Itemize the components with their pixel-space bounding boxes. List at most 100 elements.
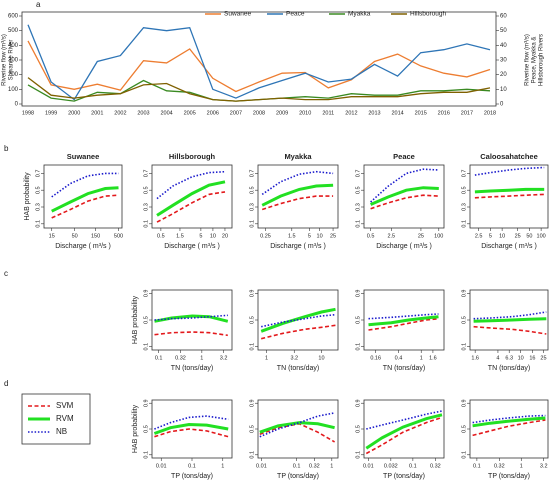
x-tick-label: 0.25 (260, 233, 271, 239)
x-tick-label: 2002 (114, 110, 126, 116)
y-tick-label: 0.1 (143, 343, 149, 351)
y-tick-label: 0.5 (461, 186, 467, 194)
x-axis-label: Discharge ( m³/s ) (55, 243, 111, 250)
y-tick-label: 0.3 (249, 203, 255, 211)
x-tick-label: 0.1 (409, 463, 417, 469)
x-tick-label: 0.032 (384, 463, 398, 469)
x-tick-label: 2014 (391, 110, 403, 116)
y-tick-label: 0.5 (461, 316, 467, 324)
y2-axis-label: Peace, Myakka & (532, 37, 538, 84)
plot-title: Suwanee (67, 152, 100, 161)
x-axis-label: TP (tons/day) (171, 473, 213, 480)
legend-label: NB (56, 427, 67, 436)
curve (261, 324, 336, 340)
x-tick-label: 0.16 (370, 355, 381, 361)
y-axis-label: Suwanee River (9, 40, 15, 81)
y-tick-label: 0.1 (355, 220, 361, 228)
x-tick-label: 3.2 (540, 463, 548, 469)
y-axis-label: HAB probability (132, 295, 139, 344)
x-tick-label: 2007 (230, 110, 242, 116)
x-tick-label: 1 (200, 355, 203, 361)
curve (472, 419, 546, 437)
y-tick-label: 0.5 (143, 425, 149, 433)
y-axis-label: HAB probability (132, 404, 139, 453)
y-tick-label: 0.7 (461, 170, 467, 178)
y-tick-label: 0.1 (461, 220, 467, 228)
x-tick-label: 2009 (276, 110, 288, 116)
curve (370, 186, 439, 206)
curve (368, 317, 439, 331)
curve (51, 186, 119, 213)
plot-title: Caloosahatchee (480, 152, 538, 161)
x-tick-label: 0.32 (494, 463, 505, 469)
x-axis-label: Discharge ( m³/s ) (164, 243, 220, 250)
plot-title: Hillsborough (169, 152, 216, 161)
x-tick-label: 0.1 (155, 355, 163, 361)
y-tick-label: 0.5 (35, 186, 41, 194)
x-tick-label: 2.5 (475, 233, 483, 239)
y2-axis-label: Riverine flow (m³/s) (525, 34, 531, 86)
x-tick-label: 1 (265, 355, 268, 361)
legend-label: Suwanee (224, 11, 251, 18)
curve (259, 412, 335, 438)
curve (473, 317, 547, 323)
x-axis-label: TP (tons/day) (488, 473, 530, 480)
y-tick-label: 0.3 (355, 203, 361, 211)
series-line (27, 77, 491, 102)
x-tick-label: 10 (518, 355, 524, 361)
y2-tick-label: 40 (500, 43, 507, 49)
curve (156, 180, 226, 217)
y2-tick-label: 20 (500, 72, 507, 78)
plot-frame (363, 164, 445, 229)
x-tick-label: 2017 (461, 110, 473, 116)
panel-label: b (4, 144, 9, 153)
y2-tick-label: 10 (500, 87, 507, 93)
x-tick-label: 3.2 (290, 355, 298, 361)
legend-label: Hillsborough (410, 11, 447, 18)
curve (260, 307, 336, 333)
x-tick-label: 50 (526, 233, 532, 239)
y-tick-label: 0.9 (461, 290, 467, 298)
plot-frame (469, 399, 549, 459)
x-tick-label: 1 (420, 355, 423, 361)
x-axis-label: TN (tons/day) (383, 365, 425, 372)
x-tick-label: 2016 (438, 110, 450, 116)
x-tick-label: 0.01 (156, 463, 167, 469)
legend-label: SVM (56, 401, 74, 410)
x-tick-label: 1 (520, 463, 523, 469)
y-axis-label: HAB probability (24, 172, 31, 221)
legend-label: RVM (56, 414, 74, 423)
plot-frame (363, 399, 445, 459)
legend-label: Myakka (348, 11, 371, 18)
x-tick-label: 1.6 (471, 355, 479, 361)
x-axis-label: TN (tons/day) (488, 365, 530, 372)
x-tick-label: 5 (199, 233, 202, 239)
x-tick-label: 4 (496, 355, 499, 361)
y-tick-label: 0.1 (249, 220, 255, 228)
x-tick-label: 2010 (299, 110, 311, 116)
x-axis-label: Discharge ( m³/s ) (481, 243, 537, 250)
x-tick-label: 2003 (137, 110, 149, 116)
curve (154, 428, 229, 438)
y-tick-label: 0.1 (355, 451, 361, 459)
y-tick-label: 0.1 (143, 451, 149, 459)
y-tick-label: 0.9 (249, 290, 255, 298)
x-tick-label: 20 (222, 233, 228, 239)
x-tick-label: 0.1 (188, 463, 196, 469)
y-tick-label: 0.5 (355, 425, 361, 433)
x-axis-label: TP (tons/day) (383, 473, 425, 480)
x-tick-label: 150 (91, 233, 100, 239)
y-tick-label: 0.1 (249, 451, 255, 459)
x-tick-label: 1999 (45, 110, 57, 116)
y-tick-label: 0.1 (461, 451, 467, 459)
curve (474, 193, 545, 199)
x-tick-label: 25 (540, 355, 546, 361)
y-tick-label: 0.5 (143, 186, 149, 194)
y-tick-label: 100 (8, 87, 19, 93)
series-line (27, 24, 491, 101)
y-tick-label: 0.9 (143, 399, 149, 407)
x-tick-label: 1 (221, 463, 224, 469)
y2-tick-label: 60 (500, 14, 507, 20)
curve (370, 194, 439, 210)
y-tick-label: 300 (8, 58, 19, 64)
